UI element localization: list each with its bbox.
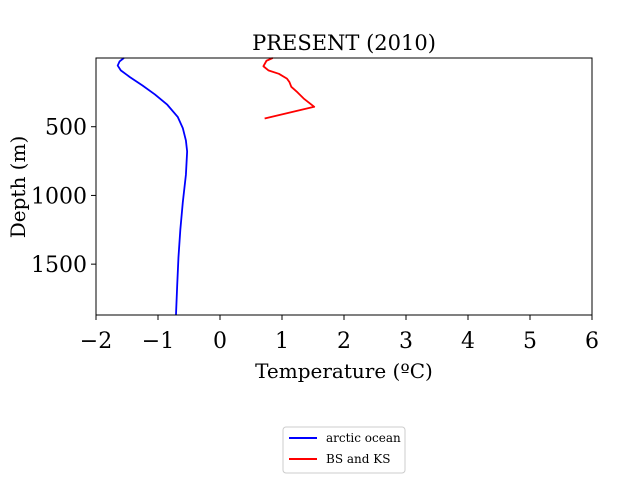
series-lines: [116, 57, 316, 316]
chart-title: PRESENT (2010): [252, 31, 436, 55]
legend: arctic ocean BS and KS: [282, 426, 406, 474]
x-axis-label: Temperature (ºC): [255, 359, 433, 383]
x-axis-ticks: −2 −1 0 1 2 3 4 5 6: [80, 315, 599, 354]
y-axis-ticks: 500 1000 1500: [31, 116, 96, 278]
x-tick-label: 5: [523, 329, 537, 354]
x-tick-label: 0: [213, 329, 227, 354]
x-tick-label: 4: [461, 329, 475, 354]
legend-label-bs-and-ks: BS and KS: [326, 452, 390, 466]
x-tick-label: 1: [275, 329, 289, 354]
y-tick-label: 1500: [31, 253, 87, 278]
x-tick-label: 2: [337, 329, 351, 354]
y-tick-label: 500: [45, 116, 87, 141]
series-line-bs-and-ks: [262, 57, 316, 120]
series-line-arctic-ocean: [116, 57, 189, 316]
x-tick-label: −1: [142, 329, 174, 354]
x-tick-label: 3: [399, 329, 413, 354]
legend-label-arctic-ocean: arctic ocean: [326, 431, 401, 445]
y-axis-label: Depth (m): [6, 136, 30, 239]
x-tick-label: 6: [585, 329, 599, 354]
x-tick-label: −2: [80, 329, 112, 354]
plot-area-frame: [95, 57, 593, 316]
y-tick-label: 1000: [31, 184, 87, 209]
